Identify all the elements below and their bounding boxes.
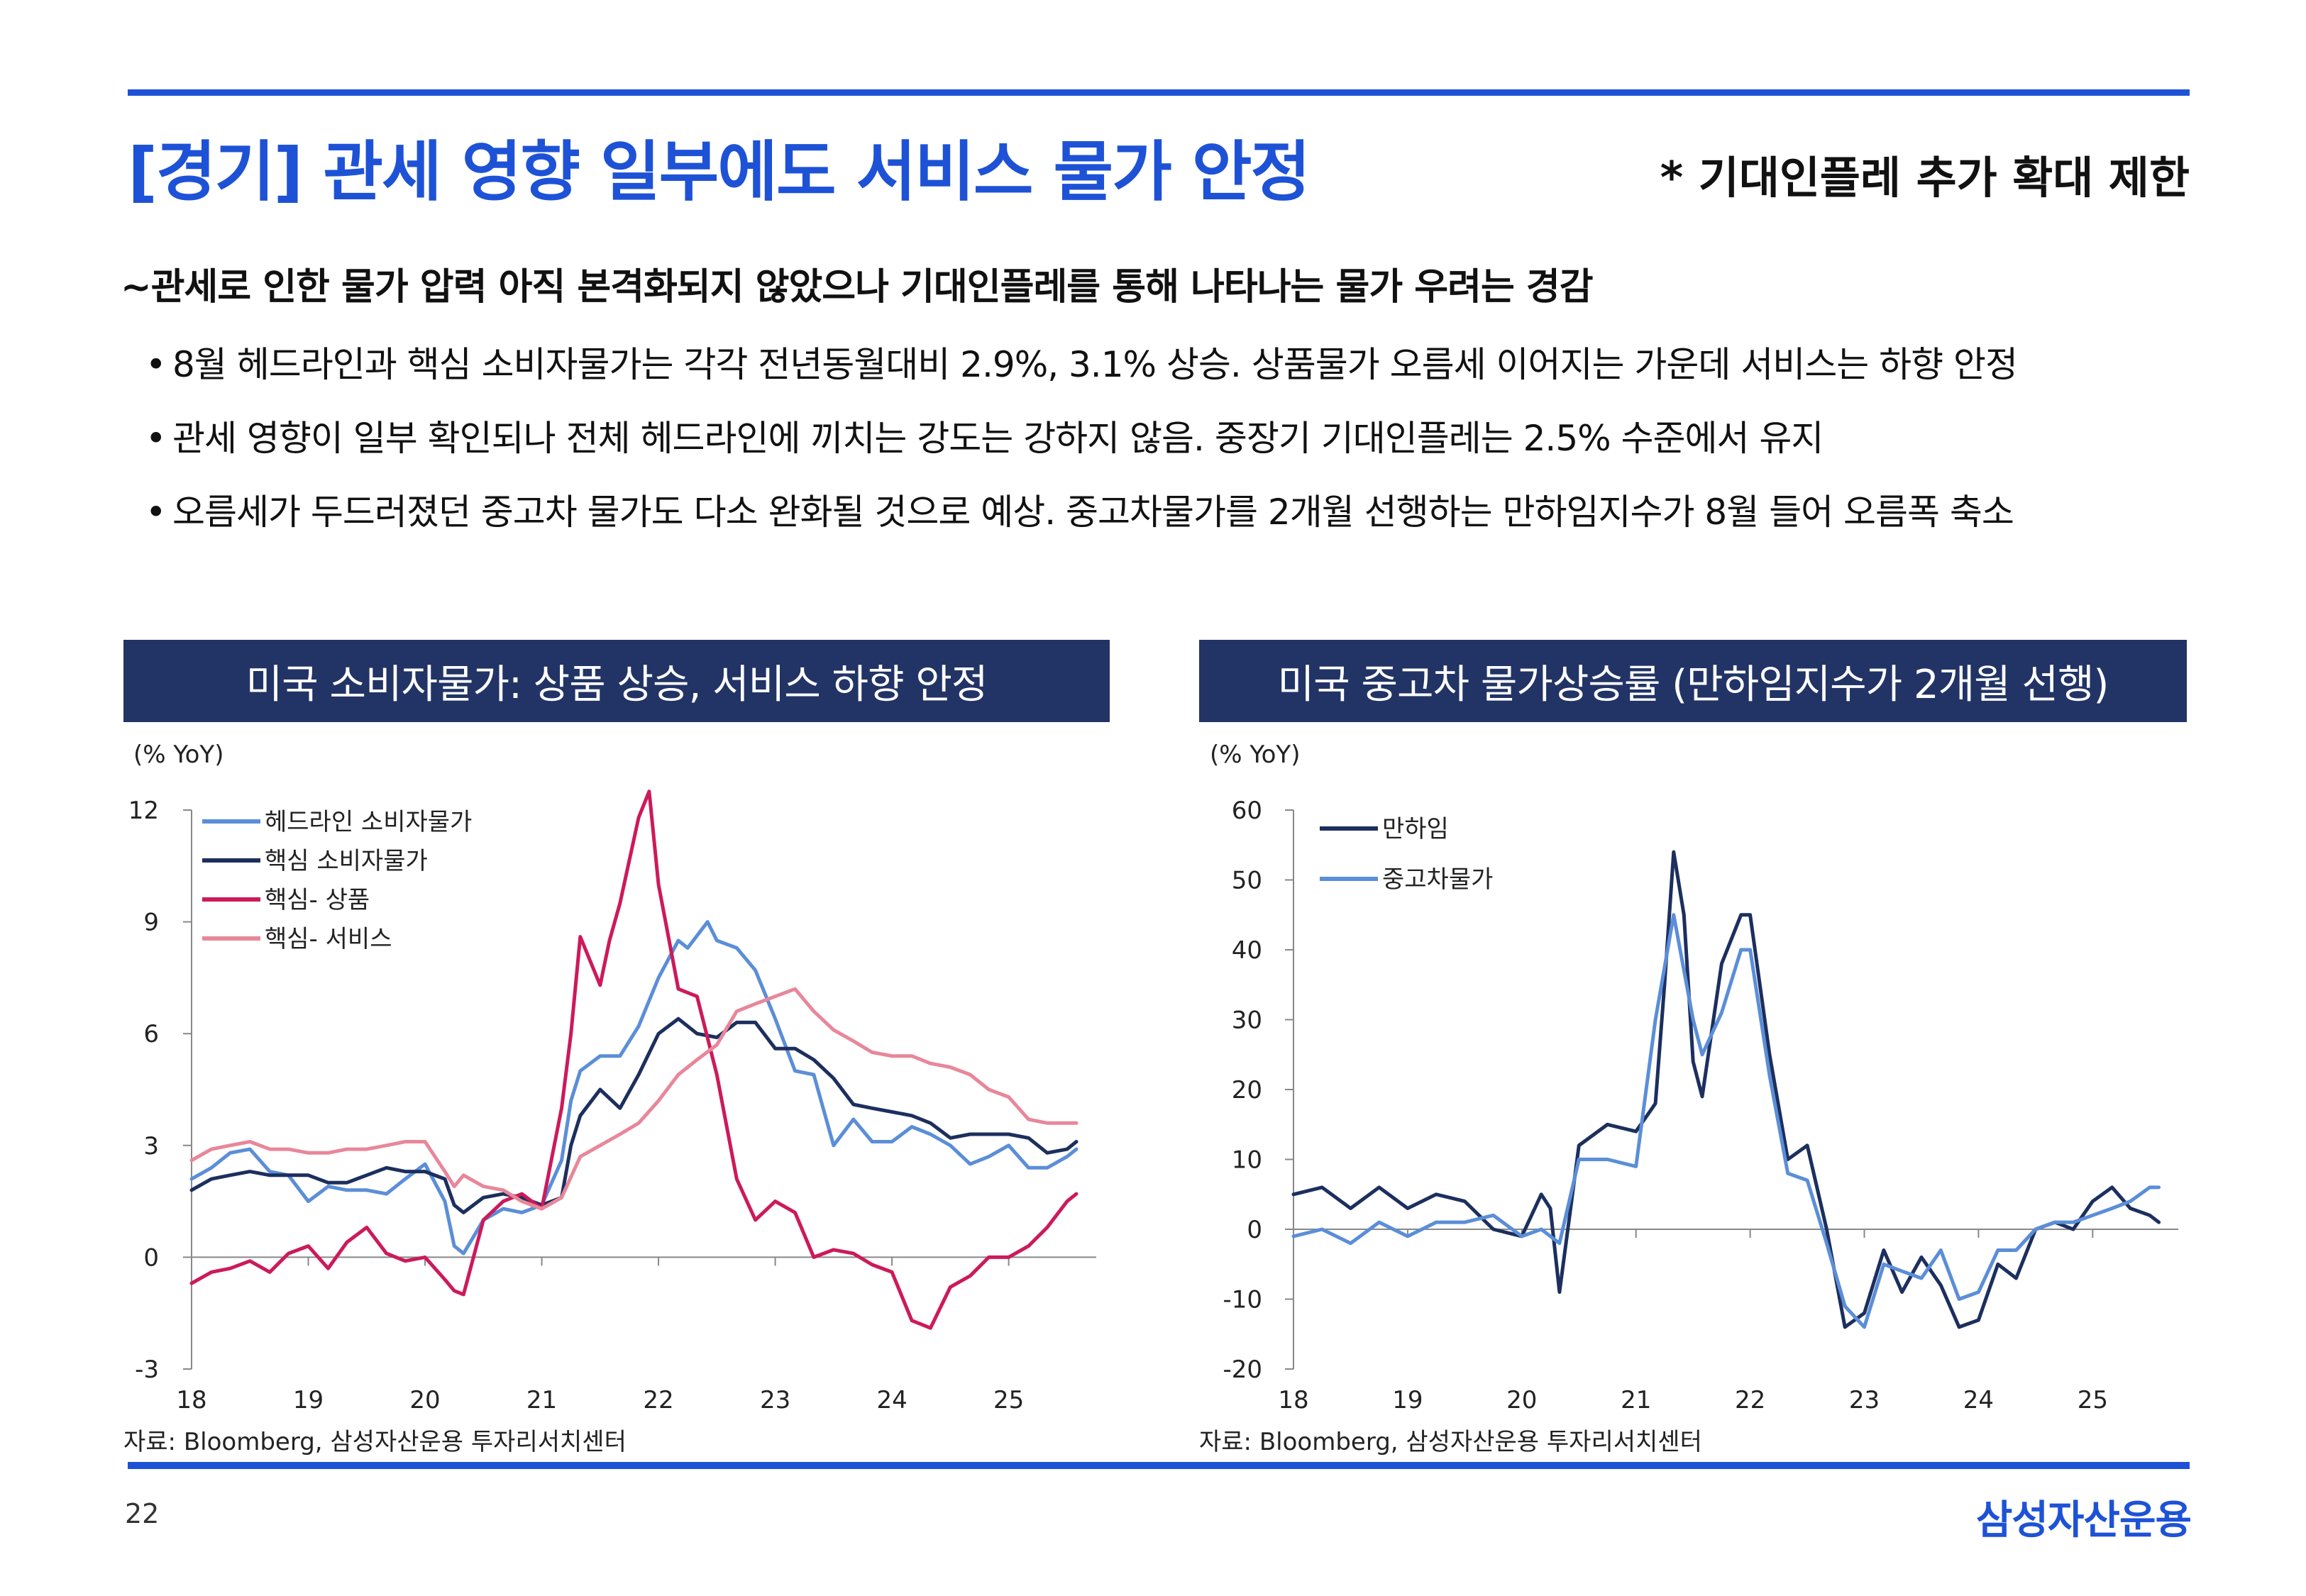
x-tick-label: 24 (1963, 1386, 1994, 1414)
bullet-item: • 오름세가 두드러졌던 중고차 물가도 다소 완화될 것으로 예상. 중고차물가… (145, 475, 2017, 549)
y-tick-label: 50 (1232, 867, 1262, 895)
bullet-dot: • (145, 492, 167, 533)
series-line-4 (189, 987, 1078, 1211)
legend-label: 핵심- 서비스 (265, 925, 392, 953)
page-number: 22 (125, 1498, 160, 1529)
footer-rule (128, 1462, 2190, 1469)
y-tick-label: 6 (143, 1020, 159, 1048)
legend-label: 중고차물가 (1382, 865, 1493, 894)
series-line-1 (189, 920, 1078, 1256)
bullet-item: • 8월 헤드라인과 핵심 소비자물가는 각각 전년동월대비 2.9%, 3.1%… (145, 328, 2018, 401)
x-tick-label: 24 (876, 1386, 907, 1414)
y-tick-label: -3 (135, 1356, 159, 1384)
legend-label: 핵심- 상품 (265, 886, 370, 914)
legend-label: 만하임 (1382, 815, 1449, 843)
x-tick-label: 25 (2078, 1386, 2108, 1414)
y-tick-label: 9 (143, 909, 159, 937)
x-tick-label: 23 (1849, 1386, 1880, 1414)
legend-label: 핵심 소비자물가 (265, 847, 428, 875)
y-tick-label: 0 (143, 1243, 159, 1272)
y-tick-label: 0 (1247, 1216, 1262, 1244)
chart-2-source: 자료: Bloomberg, 삼성자산운용 투자리서치센터 (1199, 1428, 1702, 1456)
y-tick-label: -20 (1223, 1356, 1262, 1384)
bullet-text: 오름세가 두드러졌던 중고차 물가도 다소 완화될 것으로 예상. 중고차물가를… (172, 492, 2014, 533)
x-tick-label: 22 (1735, 1386, 1765, 1414)
chart-1-title: 미국 소비자물가: 상품 상승, 서비스 하향 안정 (123, 640, 1110, 722)
x-tick-label: 19 (293, 1386, 324, 1414)
y-tick-label: 3 (143, 1132, 159, 1160)
x-tick-label: 18 (1278, 1386, 1308, 1414)
x-tick-label: 19 (1392, 1386, 1423, 1414)
y-tick-label: 40 (1232, 936, 1262, 965)
cpi-chart: (% YoY) -3 0 3 6 9 12 18 19 20 21 22 23 24 25 헤드라인 소비자물… (128, 741, 1096, 1414)
series-line-2 (189, 1016, 1078, 1214)
chart-2-title: 미국 중고차 물가상승률 (만하임지수가 2개월 선행) (1199, 640, 2187, 722)
used-car-chart: (% YoY) -20 -10 0 10 20 30 40 50 60 18 19 20 21 22 23 24… (1210, 741, 2178, 1414)
bullet-text: 관세 영향이 일부 확인되나 전체 헤드라인에 끼치는 강도는 강하지 않음. … (172, 418, 1824, 459)
unit-label: (% YoY) (133, 741, 224, 769)
unit-label: (% YoY) (1210, 741, 1300, 769)
x-tick-label: 20 (1506, 1386, 1537, 1414)
y-tick-label: 20 (1232, 1076, 1262, 1104)
bullet-item: • 관세 영향이 일부 확인되나 전체 헤드라인에 끼치는 강도는 강하지 않음.… (145, 401, 2017, 475)
header-rule (128, 89, 2190, 96)
subtitle: ~관세로 인한 물가 압력 아직 본격화되지 않았으나 기대인플레를 통해 나타… (121, 266, 1594, 309)
y-tick-label: 10 (1232, 1146, 1262, 1175)
series-line-2 (1291, 913, 2161, 1329)
bullet-dot: • (145, 418, 167, 459)
legend-label: 헤드라인 소비자물가 (265, 808, 472, 836)
bullet-text: 8월 헤드라인과 핵심 소비자물가는 각각 전년동월대비 2.9%, 3.1% … (172, 344, 2018, 385)
y-tick-label: 12 (128, 797, 159, 825)
x-tick-label: 22 (643, 1386, 673, 1414)
side-note: * 기대인플레 추가 확대 제한 (1660, 152, 2190, 204)
bullet-dot: • (145, 344, 167, 385)
x-tick-label: 21 (526, 1386, 557, 1414)
page-title: [경기] 관세 영향 일부에도 서비스 물가 안정 (128, 134, 1311, 210)
y-tick-label: 30 (1232, 1007, 1262, 1035)
bullet-list: • 8월 헤드라인과 핵심 소비자물가는 각각 전년동월대비 2.9%, 3.1%… (145, 328, 2018, 549)
x-tick-label: 23 (760, 1386, 790, 1414)
x-tick-label: 21 (1621, 1386, 1651, 1414)
y-tick-label: 60 (1232, 797, 1262, 825)
x-tick-label: 20 (409, 1386, 440, 1414)
chart-1-source: 자료: Bloomberg, 삼성자산운용 투자리서치센터 (123, 1428, 627, 1456)
series-line-3 (189, 789, 1078, 1330)
y-tick-label: -10 (1223, 1286, 1262, 1314)
series-line-1 (1291, 850, 2161, 1329)
company-logo: 삼성자산운용 (1975, 1497, 2192, 1544)
x-tick-label: 18 (176, 1386, 206, 1414)
x-tick-label: 25 (993, 1386, 1024, 1414)
